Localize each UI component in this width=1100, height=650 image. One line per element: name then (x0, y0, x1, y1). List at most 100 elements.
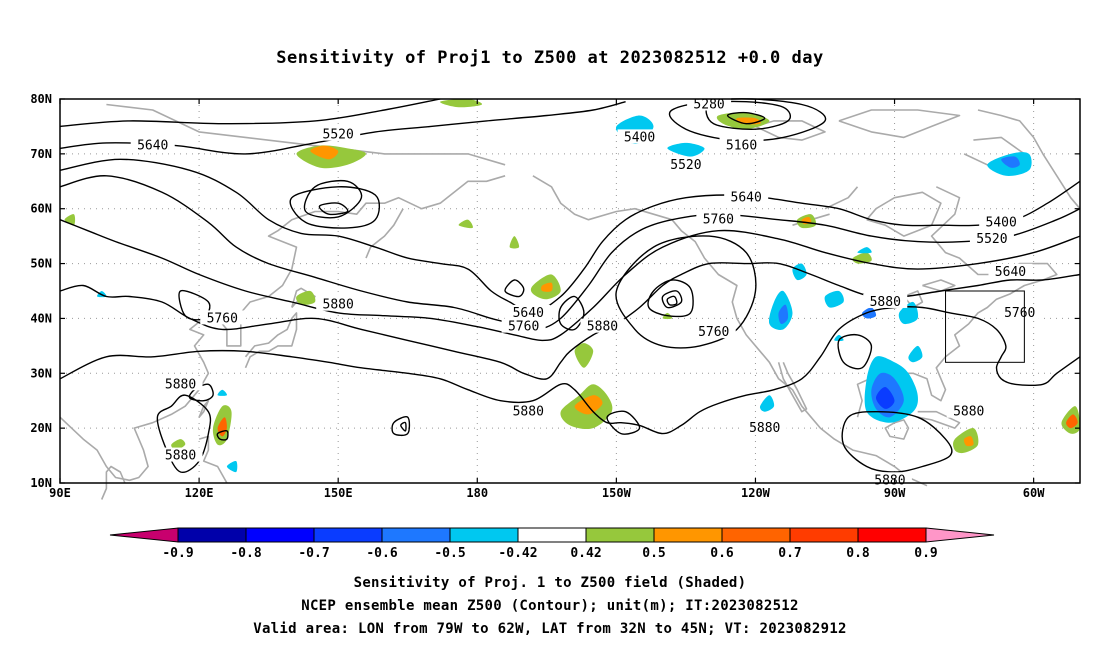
lon-label: 120W (741, 486, 771, 500)
contour-label-bg (719, 137, 764, 152)
contour-line (59, 158, 1081, 314)
colorbar-label: -0.42 (498, 546, 537, 561)
contour-label-bg (696, 211, 741, 226)
colorbar-segment (449, 527, 519, 543)
lon-label: 150E (324, 486, 353, 500)
coastline (244, 312, 298, 369)
colorbar-label: -0.5 (434, 546, 465, 561)
contour-line (558, 295, 585, 331)
shaded-cell (908, 345, 923, 363)
contour-line (318, 202, 349, 216)
colorbar-segment (313, 527, 383, 543)
lat-label: 30N (30, 366, 52, 380)
contour-line (504, 279, 525, 298)
lat-label: 20N (30, 421, 52, 435)
contour-label: 5760 (698, 325, 729, 340)
contour-label-bg (580, 318, 625, 333)
contour-label: 5880 (513, 405, 544, 420)
colorbar-segment (381, 527, 451, 543)
colorbar-label: -0.8 (230, 546, 261, 561)
contour-line (837, 333, 873, 370)
contour-line (303, 179, 363, 219)
contour-label-bg (663, 156, 708, 171)
contour-line (391, 416, 411, 437)
contour-label-bg (130, 137, 175, 152)
shaded-cell (876, 386, 895, 409)
coastline (917, 410, 961, 429)
contour-label-bg (316, 296, 361, 311)
coastline (856, 186, 1058, 418)
colorbar-label: 0.8 (846, 546, 870, 561)
contour-label: 5520 (976, 232, 1007, 247)
contour-label-bg (316, 126, 361, 141)
colorbar-segment (517, 527, 587, 543)
contour-label: 5520 (323, 128, 354, 143)
lon-label: 150W (602, 486, 632, 500)
contour-label-bg (691, 324, 736, 339)
lat-label: 50N (30, 257, 52, 271)
contour-line (615, 235, 757, 349)
coastline (365, 208, 404, 259)
coastline (884, 419, 910, 440)
chart-title: Sensitivity of Proj1 to Z500 at 20230825… (276, 48, 824, 68)
shaded-cell (778, 304, 789, 325)
shaded-cell (824, 290, 844, 308)
contour-label-bg (158, 376, 203, 391)
contour-label: 5880 (870, 295, 901, 310)
contour-label: 5880 (165, 449, 196, 464)
colorbar-arrow-left (109, 527, 179, 543)
lat-label: 40N (30, 311, 52, 325)
contour-line (188, 383, 214, 402)
contour-label-bg (863, 293, 908, 308)
contour-label: 5160 (726, 139, 757, 154)
contour-label-bg (742, 420, 787, 435)
coastline (106, 103, 506, 166)
lat-label: 80N (30, 92, 52, 106)
colorbar-label: 0.42 (570, 546, 601, 561)
contour-label-bg (687, 96, 732, 111)
contour-label: 5880 (874, 473, 905, 488)
shaded-cell (296, 290, 316, 305)
axis-ticks: 90E 120E 150E 180 150W 120W 90W 60W 80N 70N 60N 50N… (30, 92, 1080, 500)
contour-label-bg (997, 304, 1042, 319)
colorbar: -0.9 -0.8 -0.7 -0.6 -0.5 -0.42 0.42 0.5 0.6 0.7 0.… (109, 527, 995, 561)
colorbar-label: -0.6 (366, 546, 397, 561)
contour-line (606, 410, 641, 435)
contour-label: 5640 (137, 139, 168, 154)
coastline (777, 361, 808, 413)
contour-line (841, 411, 953, 473)
contour-label-bg (501, 318, 546, 333)
footer-line-3: Valid area: LON from 79W to 62W, LAT fro… (253, 621, 847, 637)
footer-line-2: NCEP ensemble mean Z500 (Contour); unit(… (301, 598, 799, 614)
coastline (198, 435, 228, 484)
contour-label-bg (724, 189, 769, 204)
contour-label-bg (617, 129, 662, 144)
contour-line (661, 290, 683, 309)
contour-label: 5880 (953, 405, 984, 420)
shaded-cell (861, 307, 877, 319)
lake-outline (922, 279, 956, 292)
lat-label: 70N (30, 147, 52, 161)
contour-label: 5640 (995, 265, 1026, 280)
shaded-cell (310, 145, 339, 160)
shaded-cell (857, 247, 872, 254)
contour-label-bg (200, 310, 245, 325)
colorbar-label: -0.9 (162, 546, 193, 561)
contour-label-bg (988, 263, 1033, 278)
contour-line (400, 421, 407, 432)
colorbar-segment (789, 527, 859, 543)
contour-label-bg (969, 230, 1014, 245)
shaded-cell (834, 334, 844, 342)
lake-outline (824, 186, 859, 210)
contour-label: 5520 (670, 158, 701, 173)
shaded-cell (458, 219, 473, 229)
sensitivity-shading (64, 98, 1081, 473)
contour-line (59, 219, 1081, 342)
z500-contours (59, 98, 1081, 474)
colorbar-segment (721, 527, 791, 543)
contour-label-bg (946, 403, 991, 418)
contour-line (647, 279, 694, 318)
colorbar-segment (653, 527, 723, 543)
